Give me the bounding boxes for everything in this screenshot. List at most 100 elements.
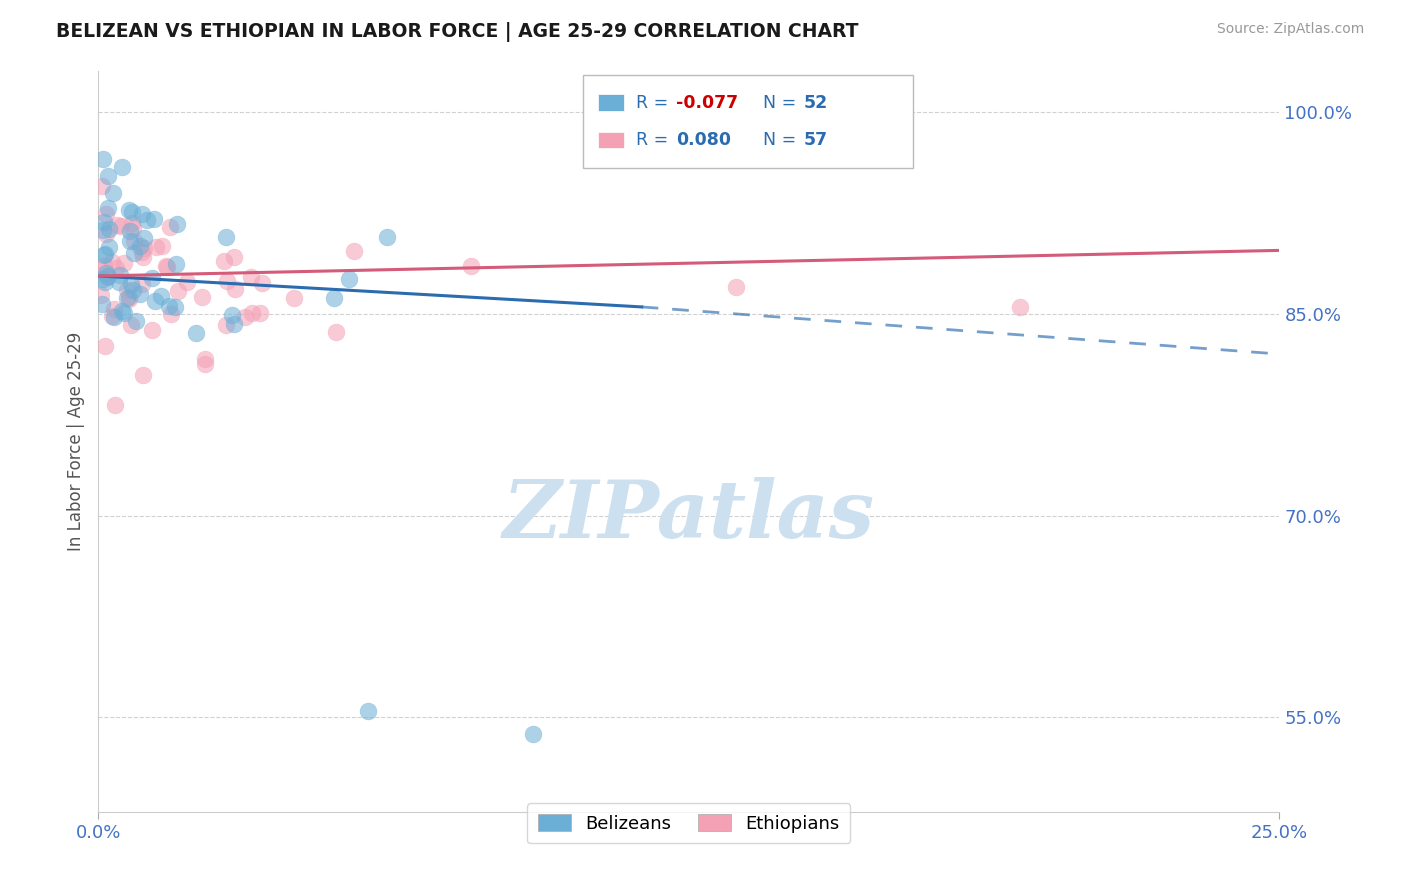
Point [110, 219, 132, 233]
Point [90, 296, 112, 310]
Point [91, 152, 114, 166]
Point [149, 289, 172, 303]
Point [93, 259, 115, 273]
Point [176, 275, 198, 289]
Point [343, 244, 366, 259]
Point [156, 260, 179, 274]
Point [104, 260, 127, 275]
Text: N =: N = [763, 131, 801, 149]
Point [167, 284, 190, 298]
Point [110, 268, 132, 282]
Point [91, 179, 114, 194]
Point [866, 143, 889, 157]
Point [118, 234, 141, 248]
Point [132, 241, 155, 255]
Point [91, 223, 114, 237]
Point [325, 326, 347, 340]
Point [145, 239, 167, 253]
Point [215, 230, 238, 244]
Point [1008, 300, 1031, 314]
Point [131, 245, 153, 260]
Point [98, 222, 121, 236]
FancyBboxPatch shape [582, 75, 914, 168]
Point [120, 318, 142, 332]
Point [132, 250, 155, 264]
Point [121, 216, 143, 230]
Point [460, 259, 482, 273]
Point [111, 304, 134, 318]
Point [725, 279, 748, 293]
Point [143, 293, 166, 308]
Point [118, 292, 141, 306]
Point [136, 213, 159, 227]
Point [97, 268, 120, 283]
Text: N =: N = [763, 94, 801, 112]
Text: Source: ZipAtlas.com: Source: ZipAtlas.com [1216, 22, 1364, 37]
Text: BELIZEAN VS ETHIOPIAN IN LABOR FORCE | AGE 25-29 CORRELATION CHART: BELIZEAN VS ETHIOPIAN IN LABOR FORCE | A… [56, 22, 859, 42]
Point [131, 368, 153, 383]
Point [322, 291, 344, 305]
Point [131, 207, 153, 221]
Point [90, 263, 112, 277]
Point [128, 287, 150, 301]
Point [94, 276, 117, 290]
Point [215, 318, 238, 333]
Point [215, 274, 238, 288]
Point [108, 275, 131, 289]
Point [112, 255, 135, 269]
Point [129, 238, 152, 252]
FancyBboxPatch shape [598, 132, 624, 148]
Point [522, 726, 544, 740]
Point [375, 229, 398, 244]
Point [93, 215, 115, 229]
Point [120, 277, 142, 291]
Point [194, 352, 217, 367]
Point [103, 301, 125, 316]
Point [122, 234, 145, 248]
Point [141, 271, 163, 285]
Point [93, 247, 115, 261]
Point [160, 307, 183, 321]
Point [222, 250, 245, 264]
Point [122, 283, 145, 297]
Point [101, 186, 124, 200]
Text: 57: 57 [803, 131, 828, 149]
Text: R =: R = [636, 131, 673, 149]
Point [357, 704, 380, 718]
FancyBboxPatch shape [598, 95, 624, 111]
Point [240, 306, 263, 320]
Point [98, 240, 121, 254]
Point [131, 277, 153, 291]
Text: 52: 52 [803, 94, 828, 112]
Point [184, 326, 207, 341]
Point [233, 310, 256, 324]
Point [97, 202, 120, 216]
Text: ZIPatlas: ZIPatlas [503, 477, 875, 554]
Point [96, 270, 118, 285]
Point [112, 306, 135, 320]
Point [157, 300, 180, 314]
Point [107, 218, 129, 232]
Text: 0.080: 0.080 [676, 131, 731, 149]
Point [337, 271, 360, 285]
Point [141, 323, 163, 337]
Point [221, 308, 243, 322]
Y-axis label: In Labor Force | Age 25-29: In Labor Force | Age 25-29 [66, 332, 84, 551]
Point [118, 224, 141, 238]
Point [249, 306, 271, 320]
Point [118, 290, 141, 304]
Point [94, 207, 117, 221]
Point [96, 267, 118, 281]
Point [97, 169, 120, 184]
Text: -0.077: -0.077 [676, 94, 738, 112]
Point [124, 314, 146, 328]
Point [90, 288, 112, 302]
Point [94, 246, 117, 260]
Point [252, 276, 274, 290]
Point [111, 160, 134, 174]
Text: R =: R = [636, 94, 673, 112]
Point [212, 253, 235, 268]
Point [166, 217, 188, 231]
Point [283, 291, 305, 305]
Point [224, 282, 246, 296]
